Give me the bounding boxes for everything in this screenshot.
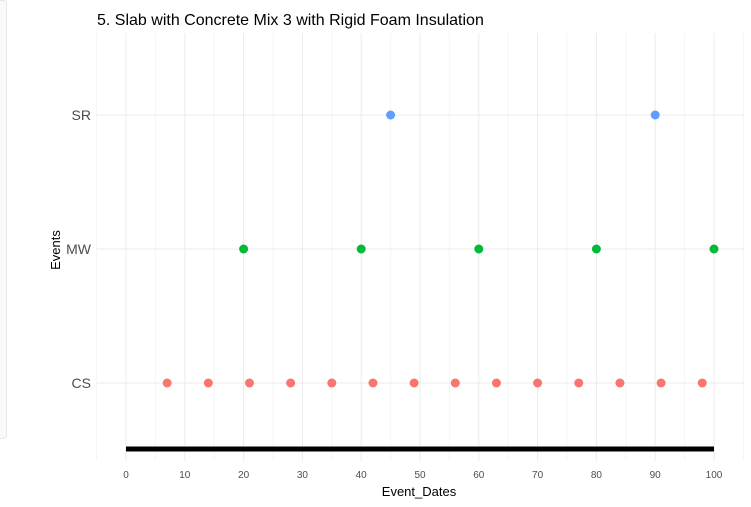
- data-point-cs: [656, 378, 666, 388]
- data-points: [162, 110, 719, 388]
- data-point-cs: [409, 378, 419, 388]
- chart-title: 5. Slab with Concrete Mix 3 with Rigid F…: [97, 12, 484, 29]
- y-axis-title: Events: [48, 230, 63, 270]
- data-point-mw: [709, 244, 719, 254]
- x-tick-label: 100: [706, 470, 723, 481]
- data-point-mw: [356, 244, 366, 254]
- x-tick-labels: 0 10 20 30 40 50 60 70 80 90 100: [123, 470, 723, 481]
- data-point-cs: [491, 378, 501, 388]
- grid: [96, 33, 744, 461]
- data-point-cs: [450, 378, 460, 388]
- y-tick-label: SR: [72, 107, 91, 123]
- data-point-mw: [591, 244, 601, 254]
- x-tick-label: 60: [473, 470, 485, 481]
- data-point-mw: [474, 244, 484, 254]
- data-point-cs: [697, 378, 707, 388]
- x-tick-label: 90: [650, 470, 662, 481]
- x-tick-label: 30: [297, 470, 309, 481]
- x-tick-label: 70: [532, 470, 544, 481]
- data-point-cs: [162, 378, 172, 388]
- data-point-cs: [615, 378, 625, 388]
- data-point-cs: [574, 378, 584, 388]
- x-axis-title: Event_Dates: [382, 484, 457, 499]
- y-tick-label: MW: [66, 241, 92, 257]
- x-tick-label: 80: [591, 470, 603, 481]
- x-tick-label: 40: [356, 470, 368, 481]
- data-point-cs: [203, 378, 213, 388]
- data-point-sr: [386, 110, 396, 120]
- x-tick-label: 10: [179, 470, 191, 481]
- data-point-sr: [650, 110, 660, 120]
- x-tick-label: 0: [123, 470, 129, 481]
- data-point-cs: [533, 378, 543, 388]
- data-point-cs: [286, 378, 296, 388]
- panel-edge: [0, 0, 7, 439]
- y-tick-labels: CS MW SR: [66, 107, 92, 391]
- data-point-mw: [239, 244, 249, 254]
- x-tick-label: 50: [414, 470, 426, 481]
- x-tick-label: 20: [238, 470, 250, 481]
- data-point-cs: [327, 378, 337, 388]
- data-point-cs: [368, 378, 378, 388]
- y-tick-label: CS: [72, 375, 91, 391]
- data-point-cs: [244, 378, 254, 388]
